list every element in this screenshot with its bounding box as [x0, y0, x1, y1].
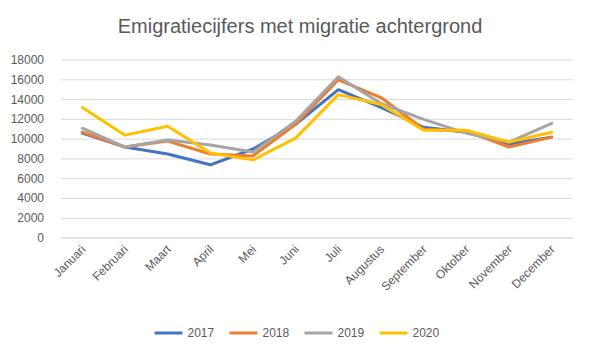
grid-line — [61, 79, 573, 80]
y-tick-label: 6000 — [17, 172, 44, 186]
x-tick-label: Januari — [51, 242, 89, 280]
x-tick-label: Mei — [236, 242, 260, 266]
y-tick-label: 2000 — [17, 211, 44, 225]
x-tick-label: November — [466, 242, 515, 291]
x-tick-label: Februari — [90, 242, 131, 283]
legend-label: 2020 — [413, 326, 440, 340]
legend-swatch — [155, 332, 183, 335]
grid-line — [61, 198, 573, 199]
x-tick-label: April — [190, 242, 217, 269]
legend-swatch — [230, 332, 258, 335]
x-axis — [61, 238, 573, 239]
y-tick-label: 16000 — [11, 73, 45, 87]
grid-line — [61, 178, 573, 179]
legend-label: 2018 — [263, 326, 290, 340]
y-tick-label: 14000 — [11, 93, 45, 107]
series-line — [82, 95, 551, 160]
x-tick-label: December — [509, 242, 558, 291]
grid-line — [61, 119, 573, 120]
grid-line — [61, 158, 573, 159]
grid-line — [61, 218, 573, 219]
y-tick-label: 12000 — [11, 112, 45, 126]
grid-line — [61, 238, 573, 239]
legend-label: 2017 — [188, 326, 215, 340]
x-tick-label: September — [378, 242, 429, 293]
x-tick-label: Juni — [276, 242, 301, 267]
legend-swatch — [305, 332, 333, 335]
y-tick-label: 8000 — [17, 152, 44, 166]
y-tick-label: 4000 — [17, 191, 44, 205]
x-tick-label: Maart — [142, 242, 174, 274]
chart: Emigratiecijfers met migratie achtergron… — [0, 0, 589, 358]
y-tick-label: 10000 — [11, 132, 45, 146]
title: Emigratiecijfers met migratie achtergron… — [118, 15, 483, 37]
x-tick-label: Juli — [322, 242, 345, 265]
plot-area — [82, 77, 551, 165]
x-tick-label: Oktober — [432, 242, 472, 282]
grid-line — [61, 60, 573, 61]
legend-swatch — [380, 332, 408, 335]
y-tick-label: 0 — [37, 231, 44, 245]
y-tick-label: 18000 — [11, 53, 45, 67]
legend-label: 2019 — [338, 326, 365, 340]
